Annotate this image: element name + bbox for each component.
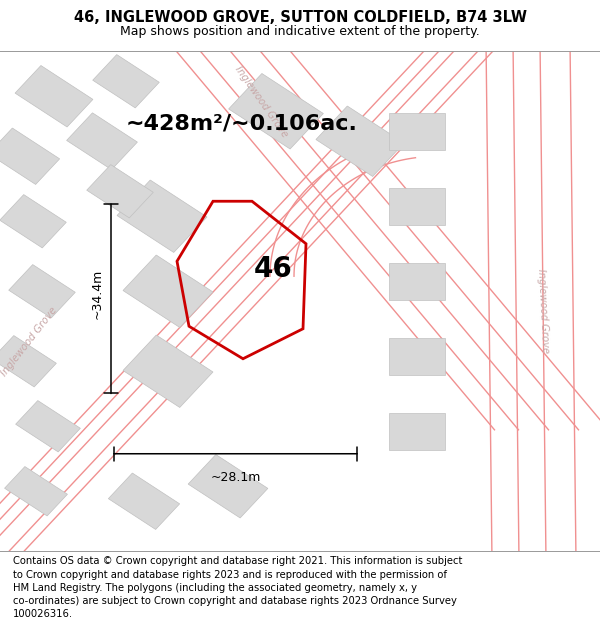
Text: ~28.1m: ~28.1m — [211, 471, 260, 484]
Polygon shape — [0, 128, 59, 184]
Polygon shape — [188, 454, 268, 518]
Polygon shape — [5, 466, 67, 516]
Polygon shape — [229, 74, 323, 149]
Polygon shape — [389, 112, 445, 150]
Polygon shape — [389, 412, 445, 450]
Polygon shape — [109, 473, 179, 529]
Text: Contains OS data © Crown copyright and database right 2021. This information is : Contains OS data © Crown copyright and d… — [13, 556, 463, 619]
Polygon shape — [316, 106, 404, 176]
Text: ~34.4m: ~34.4m — [91, 269, 104, 319]
Text: Inglewood Grove: Inglewood Grove — [0, 305, 59, 378]
Text: 46, INGLEWOOD GROVE, SUTTON COLDFIELD, B74 3LW: 46, INGLEWOOD GROVE, SUTTON COLDFIELD, B… — [74, 10, 527, 25]
Polygon shape — [93, 54, 159, 108]
Polygon shape — [87, 164, 153, 218]
Text: Inglewood Grove: Inglewood Grove — [233, 64, 289, 139]
Text: Map shows position and indicative extent of the property.: Map shows position and indicative extent… — [120, 26, 480, 39]
Polygon shape — [0, 194, 66, 248]
Polygon shape — [123, 255, 213, 328]
Polygon shape — [0, 336, 56, 387]
Polygon shape — [117, 180, 207, 253]
Polygon shape — [389, 338, 445, 375]
Polygon shape — [389, 262, 445, 300]
Polygon shape — [67, 113, 137, 169]
Polygon shape — [123, 335, 213, 408]
Polygon shape — [9, 264, 75, 318]
Polygon shape — [15, 66, 93, 127]
Text: 46: 46 — [254, 256, 293, 284]
Text: ~428m²/~0.106ac.: ~428m²/~0.106ac. — [126, 114, 358, 134]
Polygon shape — [16, 401, 80, 452]
Text: Inglewood Grove: Inglewood Grove — [536, 269, 550, 354]
Polygon shape — [389, 188, 445, 225]
